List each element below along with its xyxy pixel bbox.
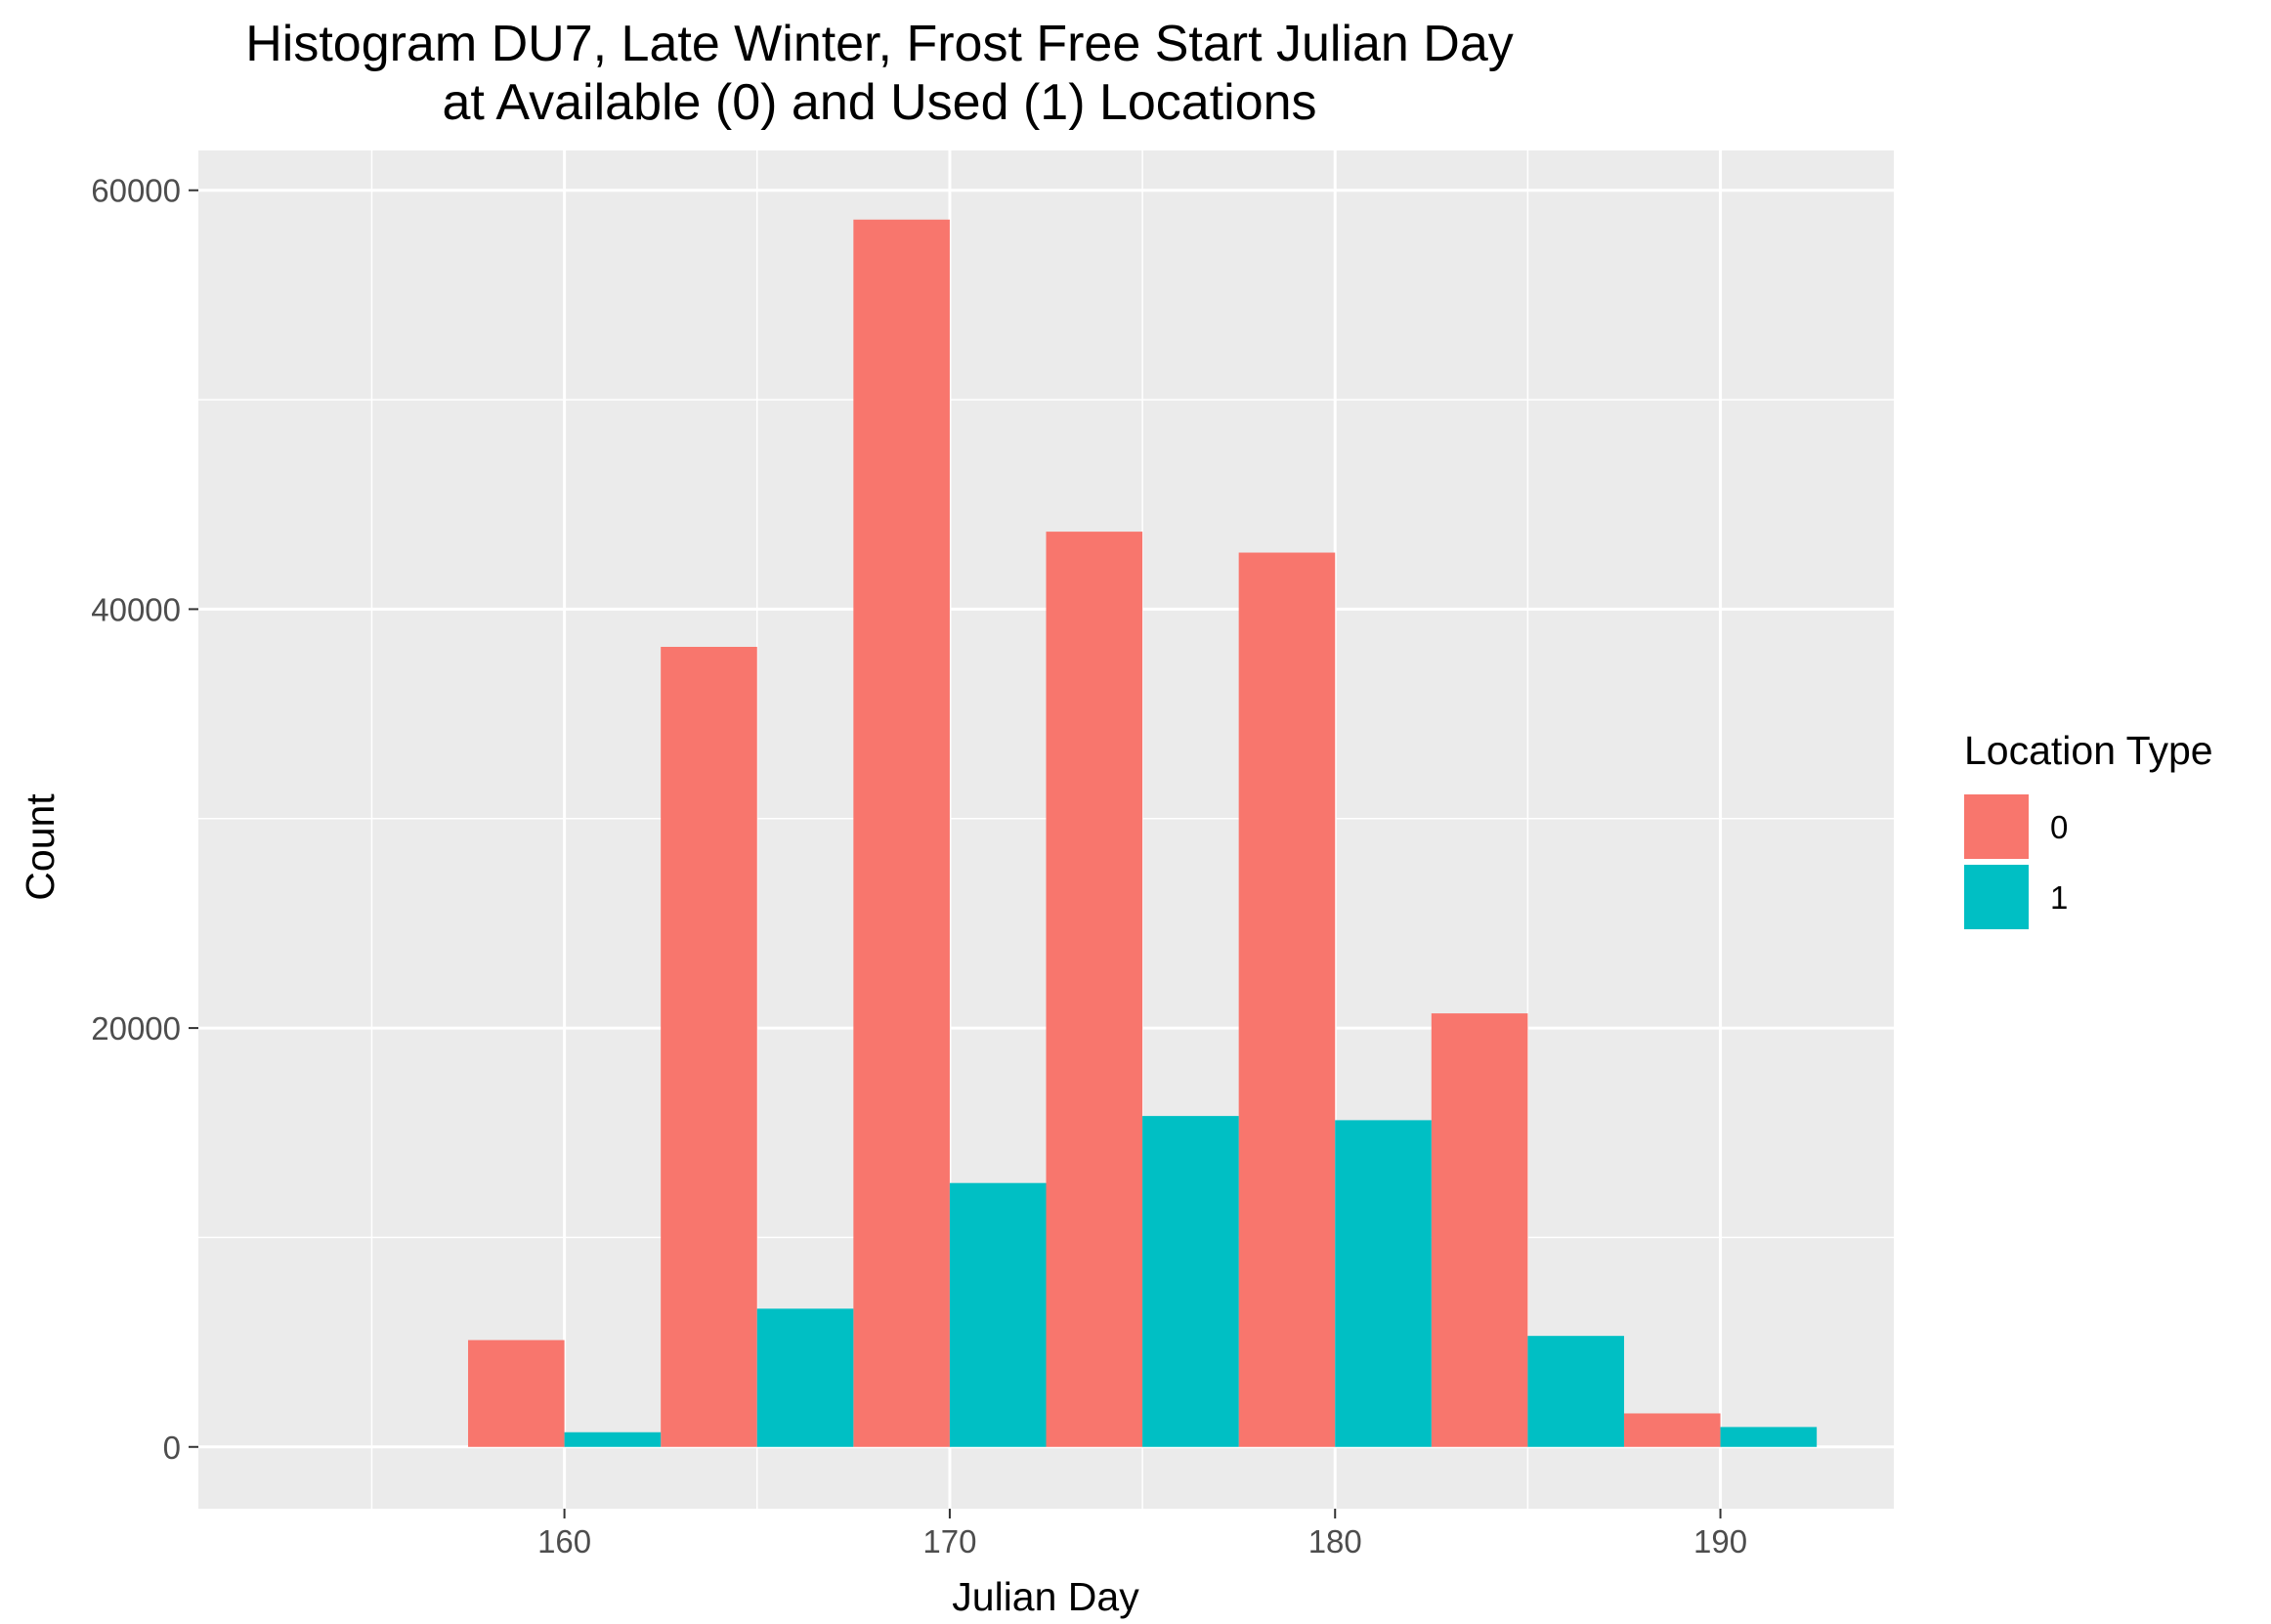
x-tick-label: 170 [922,1523,976,1560]
bar-series-0 [1431,1013,1528,1447]
y-tick-label: 40000 [91,591,181,627]
bar-series-0 [468,1340,565,1447]
chart-title-line-1: Histogram DU7, Late Winter, Frost Free S… [245,16,1514,72]
bar-series-1 [1335,1120,1432,1447]
legend-title: Location Type [1964,728,2213,773]
bars [468,219,1818,1447]
legend-label-0: 0 [2050,809,2068,845]
bar-series-1 [756,1308,854,1447]
legend-key-1 [1964,865,2029,929]
legend-key-0 [1964,794,2029,859]
y-axis-title: Count [18,793,63,901]
x-tick-label: 160 [537,1523,591,1560]
x-axis-title: Julian Day [952,1574,1139,1619]
chart-title-line-2: at Available (0) and Used (1) Locations [442,74,1316,131]
y-tick-label: 0 [163,1430,181,1466]
bar-series-1 [949,1182,1047,1447]
y-axis: 0 20000 40000 60000 [91,173,198,1466]
bar-series-0 [1238,552,1336,1447]
x-tick-label: 190 [1693,1523,1747,1560]
x-tick-label: 180 [1308,1523,1362,1560]
legend: Location Type 0 1 [1964,728,2213,929]
bar-series-1 [1720,1427,1818,1447]
bar-series-0 [1046,532,1143,1447]
bar-series-0 [1623,1413,1721,1447]
bar-series-0 [853,219,950,1447]
bar-series-1 [1142,1116,1239,1447]
y-tick-label: 60000 [91,173,181,209]
chart-title: Histogram DU7, Late Winter, Frost Free S… [245,16,1514,131]
y-tick-label: 20000 [91,1010,181,1047]
bar-series-1 [1527,1336,1624,1447]
bar-series-1 [564,1432,662,1447]
x-axis: 160 170 180 190 [537,1509,1747,1560]
bar-series-0 [661,646,757,1447]
legend-label-1: 1 [2050,879,2068,916]
